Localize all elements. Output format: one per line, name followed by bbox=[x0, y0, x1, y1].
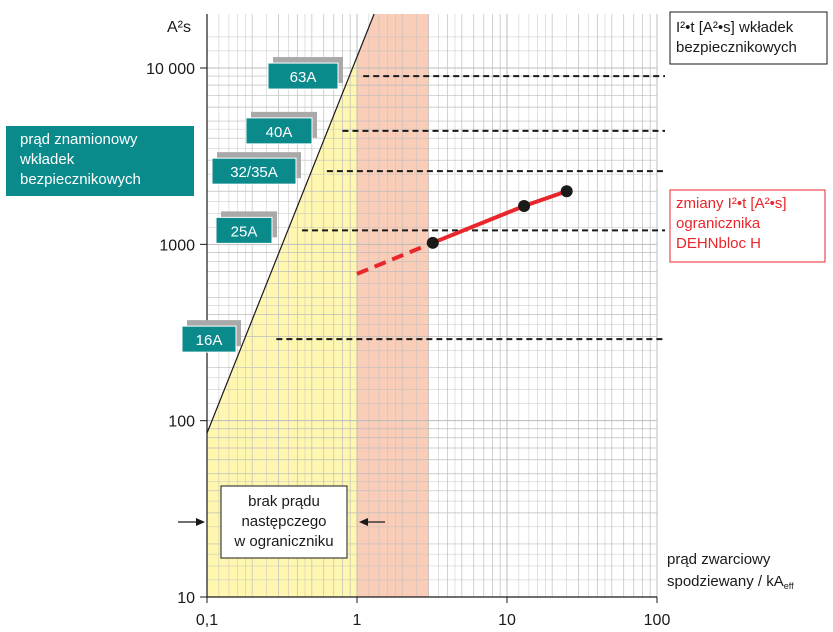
x-axis-title-line1: prąd zwarciowy bbox=[667, 551, 771, 568]
chart-labels: A²s prąd zwarciowy spodziewany / kAeff 63A 4… bbox=[6, 11, 828, 591]
limiter-label-line: ogranicznika bbox=[676, 215, 761, 232]
x-tick-label: 10 bbox=[498, 612, 516, 629]
fuse-legend-line: bezpiecznikowych bbox=[20, 171, 141, 188]
limiter-label-line: DEHNbloc H bbox=[676, 235, 761, 252]
axes: 10 100 1000 10 000 0,1 1 10 100 bbox=[146, 14, 670, 629]
y-unit-label: A²s bbox=[167, 19, 191, 36]
y-tick-label: 100 bbox=[168, 414, 195, 431]
fuse-box-16A bbox=[181, 325, 237, 353]
no-follow-current-line: brak prądu bbox=[248, 493, 320, 510]
arrow-left-head bbox=[196, 518, 205, 526]
fuse-box-25A bbox=[215, 216, 273, 244]
y-tick-label: 10 000 bbox=[146, 61, 195, 78]
limiter-line bbox=[432, 189, 568, 245]
limiter-label-box bbox=[669, 189, 826, 263]
fuse-values-box bbox=[669, 11, 828, 65]
fuse-values-line: bezpiecznikowych bbox=[676, 39, 797, 56]
boundary-diagonal bbox=[206, 13, 375, 434]
x-tick-label: 100 bbox=[644, 612, 671, 629]
x-tick-label: 1 bbox=[353, 612, 362, 629]
x-axis-title-line2: spodziewany / kAeff bbox=[667, 573, 794, 591]
fuse-box-32-35A bbox=[211, 157, 297, 185]
x-axis-title-subscript: eff bbox=[784, 581, 794, 591]
fuse-legend-line: wkładek bbox=[19, 151, 75, 168]
no-follow-current-line: w ograniczniku bbox=[233, 533, 333, 550]
fuse-values-line: I²•t [A²•s] wkładek bbox=[676, 19, 794, 36]
y-tick-label: 10 bbox=[177, 590, 195, 607]
fuse-label: 40A bbox=[266, 124, 293, 141]
limiter-dashed-extension bbox=[356, 240, 434, 276]
fuse-label: 63A bbox=[290, 69, 317, 86]
no-follow-current-line: następczego bbox=[241, 513, 326, 530]
y-tick-label: 1000 bbox=[159, 237, 195, 254]
fuse-legend-box bbox=[6, 126, 194, 196]
limiter-point bbox=[518, 199, 531, 212]
fuse-threshold-lines bbox=[276, 75, 665, 341]
fuse-box-63A bbox=[267, 62, 339, 90]
limiter-series bbox=[356, 185, 573, 276]
x-tick-label: 0,1 bbox=[196, 612, 218, 629]
arrow-right-head bbox=[359, 518, 368, 526]
fuse-box-40A bbox=[245, 117, 313, 145]
fuse-label: 25A bbox=[231, 223, 258, 240]
limiter-label-line: zmiany I²•t [A²•s] bbox=[676, 195, 787, 212]
limiter-point bbox=[426, 236, 439, 249]
limiter-point bbox=[560, 185, 573, 198]
no-follow-current-box bbox=[220, 485, 348, 559]
fuse-label: 16A bbox=[196, 332, 223, 349]
fuse-label: 32/35A bbox=[230, 164, 278, 181]
fuse-legend-line: prąd znamionowy bbox=[20, 131, 138, 148]
